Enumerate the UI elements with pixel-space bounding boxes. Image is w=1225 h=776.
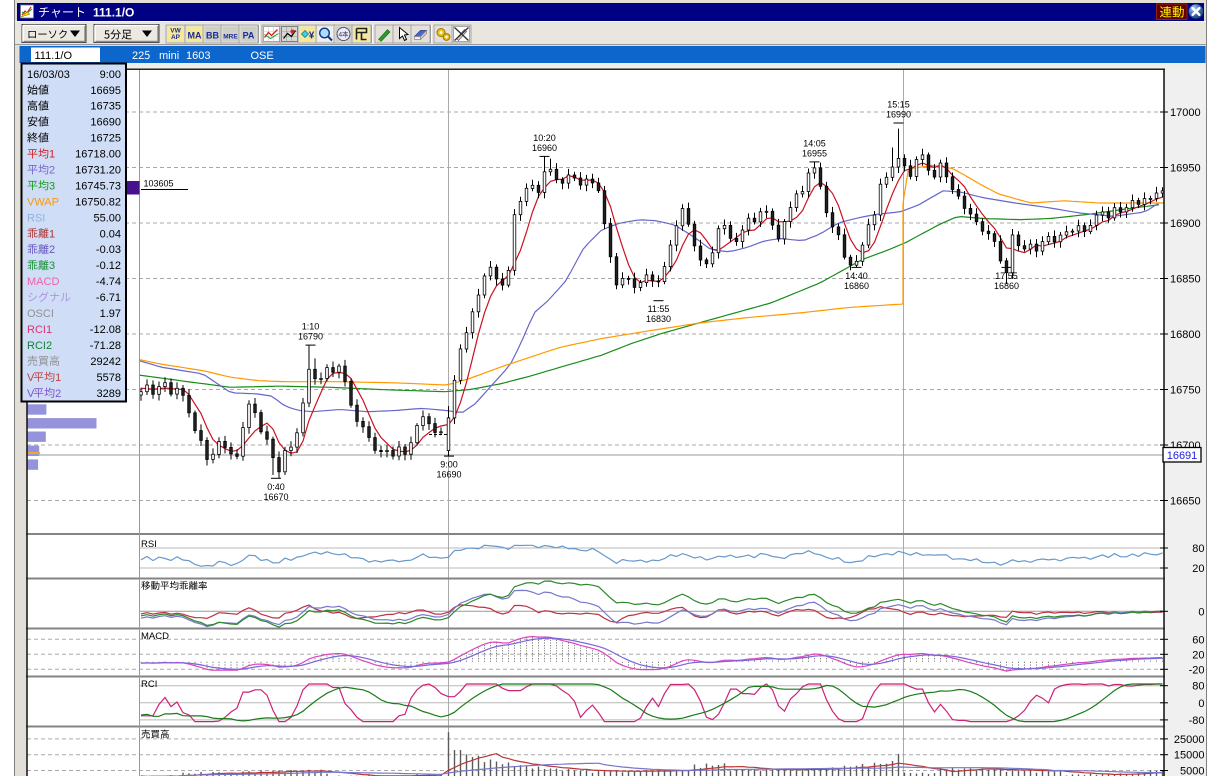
svg-text:RSI: RSI <box>141 539 157 550</box>
svg-text:0: 0 <box>1198 606 1204 618</box>
svg-text:-0.03: -0.03 <box>96 244 121 256</box>
svg-text:9:00: 9:00 <box>100 69 121 81</box>
svg-text:MRE: MRE <box>223 34 238 41</box>
svg-text:0:40: 0:40 <box>267 482 285 492</box>
svg-text:20: 20 <box>1192 563 1204 575</box>
svg-text:55.00: 55.00 <box>93 212 121 224</box>
svg-text:-6.71: -6.71 <box>96 292 121 304</box>
svg-text:V: V <box>27 372 35 384</box>
svg-text:11:55: 11:55 <box>648 304 670 314</box>
svg-text:80: 80 <box>1192 681 1204 693</box>
svg-text:2: 2 <box>49 165 55 177</box>
svg-text:16695: 16695 <box>90 85 121 97</box>
svg-text:16900: 16900 <box>1170 218 1201 230</box>
svg-text:-12.08: -12.08 <box>90 324 121 336</box>
svg-text:60: 60 <box>1192 634 1204 646</box>
svg-text:MA: MA <box>188 31 202 41</box>
svg-text:5578: 5578 <box>97 372 121 384</box>
svg-text:16735: 16735 <box>90 101 121 113</box>
svg-text:16960: 16960 <box>532 143 557 153</box>
svg-text:16650: 16650 <box>1170 496 1201 508</box>
svg-text:3: 3 <box>49 180 55 192</box>
svg-text:16750: 16750 <box>1170 385 1201 397</box>
svg-text:PA: PA <box>243 31 255 41</box>
svg-text:16/03/03: 16/03/03 <box>27 69 70 81</box>
svg-text:2: 2 <box>49 244 55 256</box>
svg-text:V: V <box>27 388 35 400</box>
svg-text:15000: 15000 <box>1174 750 1205 762</box>
svg-text:15:15: 15:15 <box>887 100 910 110</box>
svg-text:3289: 3289 <box>97 388 121 400</box>
svg-text:-80: -80 <box>1189 715 1205 727</box>
svg-text:14:05: 14:05 <box>803 138 826 148</box>
svg-text:mini: mini <box>159 50 179 62</box>
svg-text:16690: 16690 <box>436 470 461 480</box>
svg-text:BB: BB <box>206 31 219 41</box>
svg-text:1: 1 <box>49 149 55 161</box>
svg-text:16750.82: 16750.82 <box>75 196 121 208</box>
svg-text:RSI: RSI <box>27 212 45 224</box>
svg-text:103605: 103605 <box>144 179 174 189</box>
svg-text:16830: 16830 <box>646 314 671 324</box>
svg-text:14:40: 14:40 <box>845 271 868 281</box>
svg-text:RCI: RCI <box>141 679 157 690</box>
svg-text:3: 3 <box>49 260 55 272</box>
svg-text:-20: -20 <box>1189 664 1205 676</box>
svg-text:111.1/O: 111.1/O <box>35 50 73 62</box>
svg-text:¥: ¥ <box>309 31 315 42</box>
svg-text:16731.20: 16731.20 <box>75 165 121 177</box>
svg-text:16860: 16860 <box>994 281 1019 291</box>
svg-text:1603: 1603 <box>186 50 210 62</box>
svg-text:16790: 16790 <box>298 332 323 342</box>
svg-text:-0.12: -0.12 <box>96 260 121 272</box>
svg-text:16718.00: 16718.00 <box>75 149 121 161</box>
svg-text:4本: 4本 <box>338 30 349 39</box>
svg-text:0: 0 <box>1198 698 1204 710</box>
svg-text:2: 2 <box>55 388 61 400</box>
svg-text:RCI2: RCI2 <box>27 340 52 352</box>
svg-text:-71.28: -71.28 <box>90 340 121 352</box>
svg-text:16691: 16691 <box>1167 450 1198 462</box>
svg-text:1:10: 1:10 <box>302 322 320 332</box>
svg-text:-4.74: -4.74 <box>96 276 121 288</box>
svg-text:5000: 5000 <box>1180 766 1204 776</box>
svg-text:80: 80 <box>1192 543 1204 555</box>
svg-text:16955: 16955 <box>802 148 827 158</box>
svg-text:0.04: 0.04 <box>100 228 121 240</box>
svg-text:16690: 16690 <box>90 117 121 129</box>
svg-text:VWAP: VWAP <box>27 196 59 208</box>
svg-text:OSE: OSE <box>251 50 274 62</box>
svg-text:20: 20 <box>1192 649 1204 661</box>
svg-text:16850: 16850 <box>1170 274 1201 286</box>
svg-text:17:55: 17:55 <box>995 271 1018 281</box>
svg-text:10:20: 10:20 <box>533 133 556 143</box>
svg-text:16990: 16990 <box>886 110 911 120</box>
svg-text:RCI1: RCI1 <box>27 324 52 336</box>
svg-text:OSCI: OSCI <box>27 308 54 320</box>
svg-text:VWAP: VWAP <box>170 28 181 42</box>
svg-text:1: 1 <box>49 228 55 240</box>
svg-text:29242: 29242 <box>90 356 121 368</box>
svg-text:22: 22 <box>132 50 144 62</box>
svg-text:MACD: MACD <box>141 631 169 642</box>
svg-text:MACD: MACD <box>27 276 59 288</box>
svg-text:111.1/O: 111.1/O <box>93 6 134 20</box>
svg-text:25000: 25000 <box>1174 734 1205 746</box>
svg-text:1.97: 1.97 <box>100 308 121 320</box>
svg-text:17000: 17000 <box>1170 107 1201 119</box>
svg-text:16860: 16860 <box>844 281 869 291</box>
svg-text:16950: 16950 <box>1170 163 1201 175</box>
svg-text:9:00: 9:00 <box>440 460 458 470</box>
svg-text:16800: 16800 <box>1170 329 1201 341</box>
svg-text:16745.73: 16745.73 <box>75 180 121 192</box>
svg-text:16725: 16725 <box>90 133 121 145</box>
svg-text:1: 1 <box>55 372 61 384</box>
svg-text:16670: 16670 <box>263 492 288 502</box>
